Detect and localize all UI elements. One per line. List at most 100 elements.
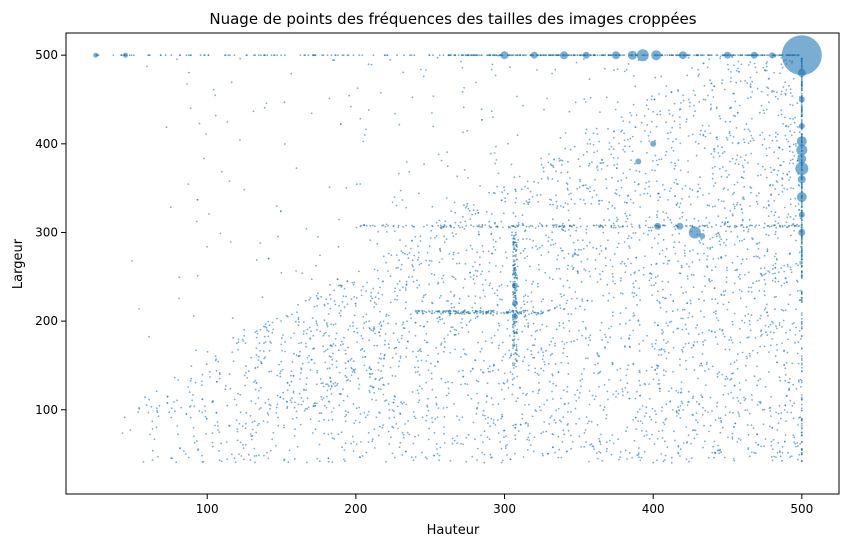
data-point	[716, 302, 719, 305]
data-point	[379, 328, 382, 331]
data-point	[235, 342, 238, 345]
data-point	[166, 402, 169, 404]
data-point	[155, 407, 158, 410]
data-point	[583, 98, 586, 100]
data-point	[644, 188, 646, 190]
data-point	[724, 120, 727, 123]
data-point	[615, 167, 618, 170]
data-point	[789, 117, 791, 120]
data-point	[303, 409, 306, 412]
data-point	[384, 225, 387, 228]
data-point	[623, 54, 626, 57]
data-point	[800, 261, 803, 264]
data-point	[603, 54, 605, 57]
data-point	[724, 289, 727, 292]
data-point	[774, 231, 777, 233]
data-point	[541, 244, 543, 247]
data-point	[313, 402, 315, 405]
data-point	[800, 245, 803, 248]
data-point	[407, 420, 409, 422]
data-point	[566, 279, 569, 282]
data-point	[443, 442, 446, 444]
data-point	[699, 187, 701, 190]
data-point	[532, 239, 535, 242]
data-point	[723, 224, 726, 226]
data-point	[706, 266, 709, 268]
data-point	[716, 373, 719, 375]
data-point	[780, 113, 783, 116]
data-point	[442, 225, 445, 228]
data-point	[393, 347, 396, 350]
data-point	[613, 253, 616, 255]
data-point	[739, 402, 742, 404]
data-point	[476, 447, 479, 450]
data-point	[784, 367, 787, 370]
data-point	[404, 245, 407, 247]
data-point	[316, 328, 318, 331]
data-point	[542, 170, 545, 173]
data-point	[529, 224, 532, 227]
data-point	[492, 246, 495, 248]
data-point	[601, 199, 603, 202]
data-point	[673, 241, 676, 244]
data-point	[254, 461, 256, 464]
data-point	[645, 220, 647, 222]
data-point	[765, 147, 768, 150]
data-point	[685, 359, 687, 362]
data-point	[644, 172, 647, 175]
data-point	[579, 180, 582, 183]
data-point	[263, 54, 266, 57]
data-point	[532, 356, 534, 359]
data-point	[790, 271, 793, 274]
data-point	[724, 254, 727, 257]
data-point	[747, 433, 750, 436]
data-point	[561, 159, 564, 162]
data-point	[670, 54, 673, 57]
data-point	[412, 265, 414, 268]
data-point	[661, 437, 664, 439]
data-point	[292, 374, 295, 377]
data-point	[675, 182, 678, 185]
data-point	[789, 329, 791, 332]
data-point	[800, 238, 803, 241]
data-point	[720, 256, 722, 259]
data-point	[405, 403, 408, 406]
data-point	[519, 252, 522, 255]
data-point	[396, 299, 398, 301]
data-point	[780, 63, 783, 66]
data-point	[701, 290, 703, 293]
data-point	[762, 66, 765, 69]
data-point	[706, 255, 709, 257]
data-point	[425, 332, 428, 335]
data-point	[618, 458, 620, 461]
data-point	[776, 429, 779, 431]
data-point	[664, 154, 667, 157]
data-point	[334, 344, 337, 347]
data-point	[783, 187, 786, 190]
data-point	[186, 83, 189, 85]
data-point	[756, 404, 759, 406]
data-point	[747, 313, 750, 315]
data-point	[692, 395, 695, 398]
data-point	[365, 451, 368, 454]
data-point	[789, 203, 792, 206]
data-point	[504, 353, 507, 356]
data-point	[654, 410, 656, 412]
data-point	[716, 405, 718, 408]
data-point	[680, 381, 683, 384]
data-point	[592, 246, 595, 249]
data-point	[564, 132, 567, 134]
data-point	[232, 337, 235, 339]
data-point	[637, 420, 640, 422]
data-point	[574, 101, 577, 104]
data-point	[414, 435, 416, 438]
data-point	[413, 254, 416, 257]
data-point	[536, 248, 539, 251]
data-point	[753, 451, 756, 454]
data-point	[775, 411, 777, 414]
data-point	[598, 385, 600, 388]
data-point	[453, 306, 456, 309]
data-point	[229, 54, 231, 57]
data-point	[468, 320, 471, 323]
data-point	[506, 379, 509, 381]
